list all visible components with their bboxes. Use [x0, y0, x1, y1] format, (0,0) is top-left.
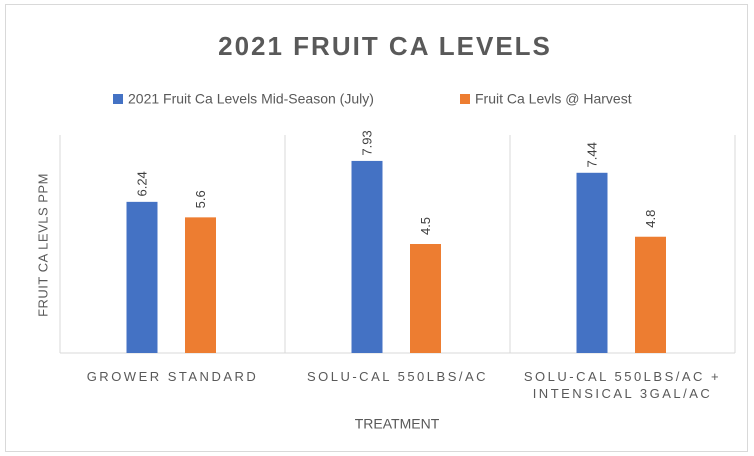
legend-swatch [460, 94, 470, 104]
data-label: 5.6 [193, 190, 208, 208]
bar [576, 172, 608, 353]
legend-label: Fruit Ca Levls @ Harvest [475, 91, 632, 107]
data-label: 4.8 [643, 210, 658, 228]
x-axis-title: TREATMENT [355, 416, 440, 432]
bar [351, 160, 383, 353]
bar [126, 201, 158, 353]
x-tick-label: GROWER STANDARD [86, 369, 259, 384]
data-label: 4.5 [418, 217, 433, 235]
bar [185, 217, 216, 353]
bar [635, 236, 666, 353]
legend-label: 2021 Fruit Ca Levels Mid-Season (July) [128, 91, 374, 107]
data-label: 7.44 [584, 142, 599, 167]
data-label: 6.24 [134, 171, 149, 196]
data-label: 7.93 [359, 130, 374, 155]
chart-title: 2021 FRUIT CA LEVELS [218, 31, 552, 61]
x-tick-label: SOLU-CAL 550LBS/AC [306, 369, 489, 384]
legend-swatch [113, 94, 123, 104]
bar [410, 244, 441, 353]
y-axis-title: FRUIT CA LEVLS PPM [35, 173, 50, 317]
x-tick-label: SOLU-CAL 550LBS/AC + INTENSICAL 3GAL/AC [523, 369, 722, 401]
